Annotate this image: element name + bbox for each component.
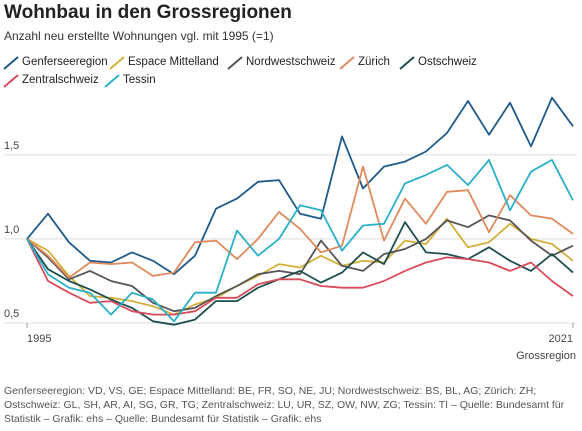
legend-swatch <box>104 74 120 88</box>
legend-swatch <box>3 74 19 88</box>
legend-label: Tessin <box>123 74 156 86</box>
legend-label: Espace Mittelland <box>128 56 219 68</box>
x-axis-label: Grossregion <box>516 350 576 362</box>
series-line <box>26 159 574 323</box>
legend-swatch <box>109 56 125 70</box>
legend-label: Ostschweiz <box>418 56 477 68</box>
legend-label: Genferseeregion <box>22 56 108 68</box>
chart-title: Wohnbau in den Grossregionen <box>4 2 292 23</box>
series-line <box>26 221 574 326</box>
y-tick-label: 0,5 <box>4 308 19 320</box>
chart-subtitle: Anzahl neu erstellte Wohnungen vgl. mit … <box>4 29 274 43</box>
y-tick-label: 1,5 <box>4 140 19 152</box>
legend-swatch <box>227 56 243 70</box>
series-line <box>26 165 574 279</box>
chart: Wohnbau in den Grossregionen Anzahl neu … <box>3 2 577 362</box>
x-tick-label: 1995 <box>27 333 51 345</box>
legend-swatch <box>339 56 355 70</box>
legend-label: Zentralschweiz <box>22 74 99 86</box>
legend-swatch <box>399 56 415 70</box>
y-tick-label: 1,0 <box>4 224 19 236</box>
legend-label: Zürich <box>358 56 390 68</box>
footer: Genferseeregion: VD, VS, GE; Espace Mitt… <box>4 385 565 425</box>
series-line <box>26 217 574 316</box>
series-line <box>26 96 574 276</box>
legend-swatch <box>3 56 19 70</box>
series-line <box>26 238 574 316</box>
x-tick-label: 2021 <box>549 333 573 345</box>
legend-label: Nordwestschweiz <box>246 56 336 68</box>
